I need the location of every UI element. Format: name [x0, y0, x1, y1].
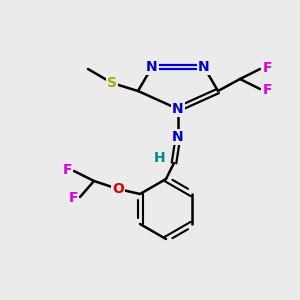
Text: N: N [146, 60, 158, 74]
Text: S: S [107, 76, 117, 90]
Text: F: F [262, 83, 272, 97]
Text: F: F [62, 163, 72, 177]
Text: N: N [172, 102, 184, 116]
Text: F: F [68, 191, 78, 205]
Text: N: N [198, 60, 210, 74]
Text: H: H [154, 151, 166, 165]
Text: F: F [262, 61, 272, 75]
Text: O: O [112, 182, 124, 196]
Text: N: N [172, 130, 184, 144]
